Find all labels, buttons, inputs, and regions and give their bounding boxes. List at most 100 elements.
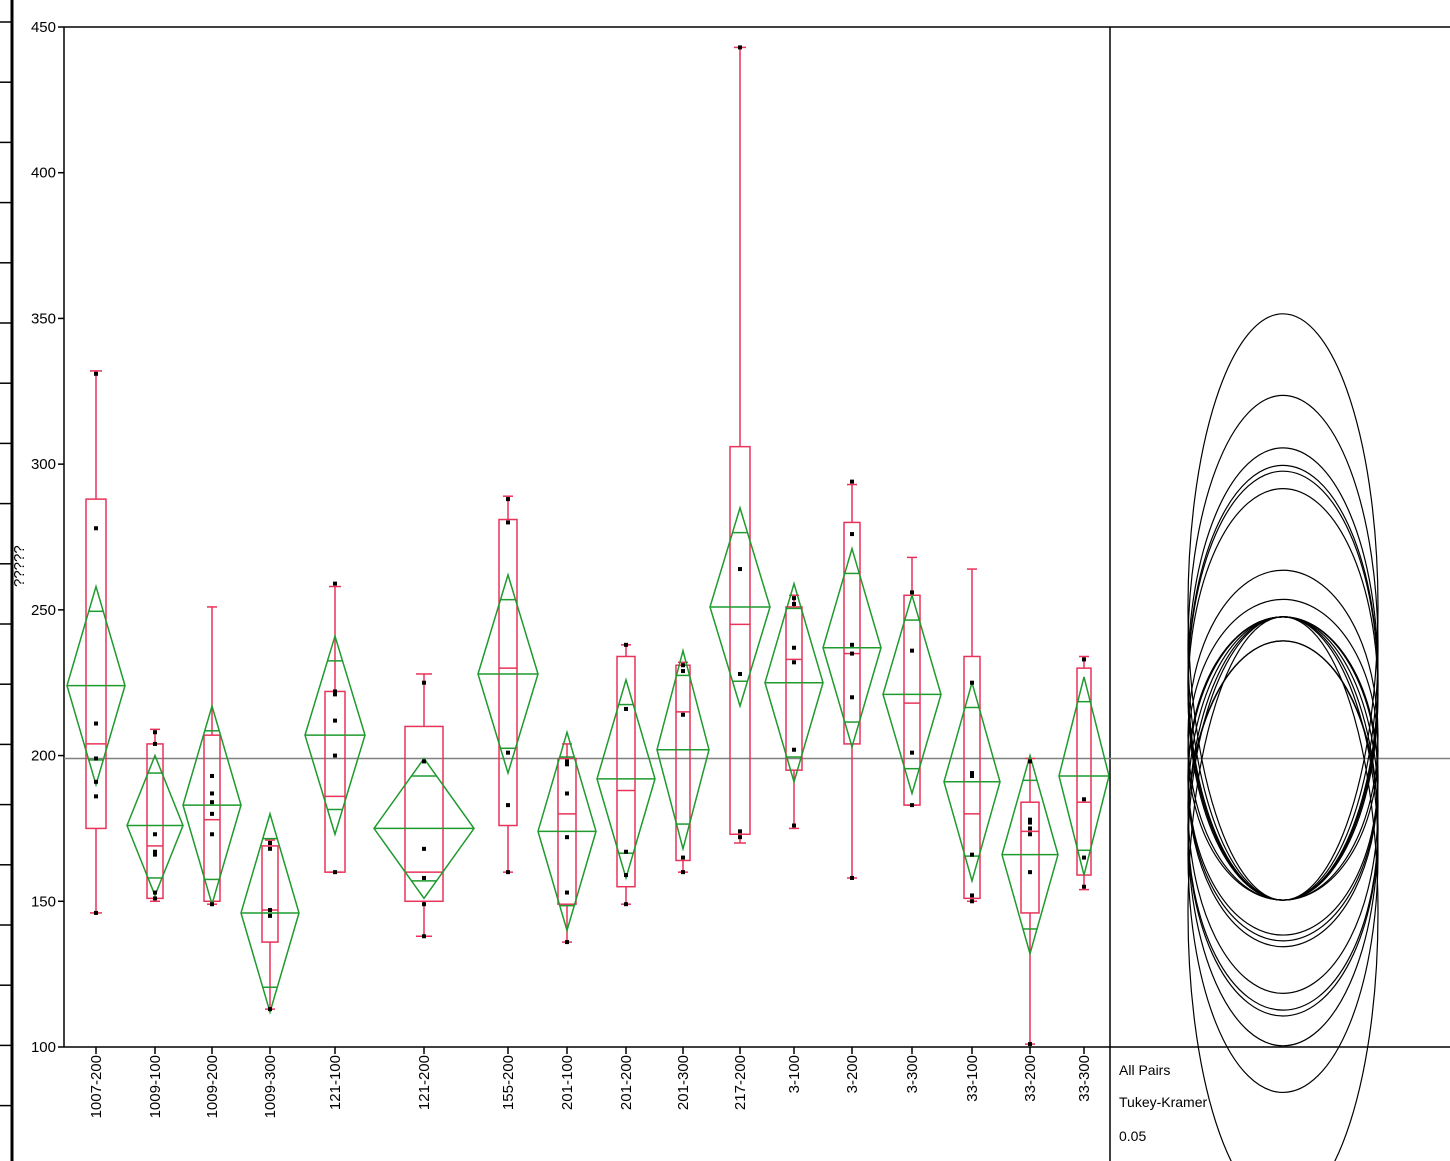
data-point (792, 660, 796, 665)
data-point (565, 791, 569, 796)
data-point (422, 680, 426, 685)
x-tick-label: 121-100 (327, 1055, 344, 1110)
comparison-circle-1009-100 (1187, 640, 1379, 1011)
data-point (565, 759, 569, 764)
data-point (792, 596, 796, 601)
iqr-box (498, 518, 518, 827)
comparison-label-2: 0.05 (1119, 1128, 1146, 1144)
means-diamond (943, 679, 1001, 884)
group-121-200 (373, 673, 475, 939)
data-point (422, 759, 426, 764)
iqr-box (729, 445, 751, 836)
data-point (792, 602, 796, 607)
data-point (153, 730, 157, 735)
means-diamond (882, 592, 942, 797)
data-point (333, 718, 337, 723)
means-diamond (477, 572, 539, 776)
data-point (153, 741, 157, 746)
data-point (970, 852, 974, 857)
data-point (1028, 826, 1032, 831)
x-tick-label: 217-200 (732, 1055, 749, 1110)
data-point (268, 913, 272, 918)
iqr-box (203, 734, 221, 903)
data-point (624, 642, 628, 647)
y-tick-label: 200 (31, 748, 56, 765)
means-diamond (66, 583, 126, 788)
comparison-circle-33-100 (1187, 616, 1379, 948)
iqr-box (1020, 801, 1040, 914)
x-axis-category-labels: 1007-200 1009-100 1009-200 1009-300 121-100 1… (88, 1047, 1093, 1118)
x-tick-label: 1009-300 (262, 1055, 279, 1118)
x-tick-label: 1009-200 (204, 1055, 221, 1118)
plot-frame (10, 0, 1450, 1161)
means-diamond (373, 757, 475, 900)
comparison-circles (1187, 313, 1379, 1161)
data-point (910, 750, 914, 755)
means-diamond (1001, 752, 1059, 957)
y-tick-label: 350 (31, 310, 56, 327)
data-point (910, 590, 914, 595)
comparison-circle-155-200 (1187, 447, 1379, 901)
y-tick-label: 300 (31, 456, 56, 473)
iqr-box (324, 690, 346, 873)
x-tick-label: 33-200 (1022, 1055, 1039, 1102)
data-point (738, 829, 742, 834)
means-diamond (1058, 676, 1110, 876)
data-point (850, 651, 854, 656)
comparison-method-labels: All Pairs Tukey-Kramer 0.05 (1119, 1062, 1208, 1144)
y-axis-title: ????? (11, 545, 28, 587)
x-tick-label: 3-100 (786, 1055, 803, 1093)
data-point (792, 645, 796, 650)
data-point (624, 849, 628, 854)
data-point (506, 520, 510, 525)
data-point (506, 497, 510, 502)
x-tick-label: 33-100 (964, 1055, 981, 1102)
group-217-200 (709, 45, 771, 844)
group-33-300 (1058, 655, 1110, 891)
data-point (624, 706, 628, 711)
data-point (1028, 759, 1032, 764)
data-point (1028, 817, 1032, 822)
y-tick-label: 150 (31, 893, 56, 910)
data-point (681, 669, 685, 674)
data-point (738, 671, 742, 676)
x-tick-label: 121-200 (416, 1055, 433, 1110)
comparison-circle-201-300 (1187, 598, 1379, 901)
comparison-circle-121-100 (1187, 569, 1379, 901)
data-point (210, 811, 214, 816)
group-201-200 (596, 642, 656, 907)
data-point (94, 779, 98, 784)
means-diamond (240, 811, 300, 1015)
data-point (94, 794, 98, 799)
iqr-box (843, 521, 861, 745)
y-tick-label: 250 (31, 602, 56, 619)
x-tick-label: 201-200 (618, 1055, 635, 1110)
group-201-100 (537, 729, 597, 945)
data-point (506, 750, 510, 755)
means-diamond (822, 545, 882, 750)
comparison-circle-217-200 (1187, 313, 1379, 901)
means-diamond (596, 677, 656, 881)
means-diamond (709, 505, 771, 709)
data-point (210, 832, 214, 837)
data-point (506, 870, 510, 875)
iqr-box (404, 725, 444, 903)
data-point (1082, 657, 1086, 662)
data-point (850, 642, 854, 647)
group-1009-300 (240, 811, 300, 1015)
data-point (268, 841, 272, 845)
data-point (910, 803, 914, 808)
group-3-100 (764, 580, 824, 830)
group-155-200 (477, 495, 539, 875)
data-point (565, 762, 569, 767)
comparison-circle-1009-200 (1187, 616, 1379, 994)
data-point (1028, 1042, 1032, 1047)
x-tick-label: 1009-100 (147, 1055, 164, 1118)
data-point (210, 902, 214, 907)
data-point (850, 875, 854, 880)
data-point (94, 756, 98, 761)
data-point (565, 940, 569, 945)
x-tick-label: 33-300 (1076, 1055, 1093, 1102)
x-tick-label: 3-300 (904, 1055, 921, 1093)
